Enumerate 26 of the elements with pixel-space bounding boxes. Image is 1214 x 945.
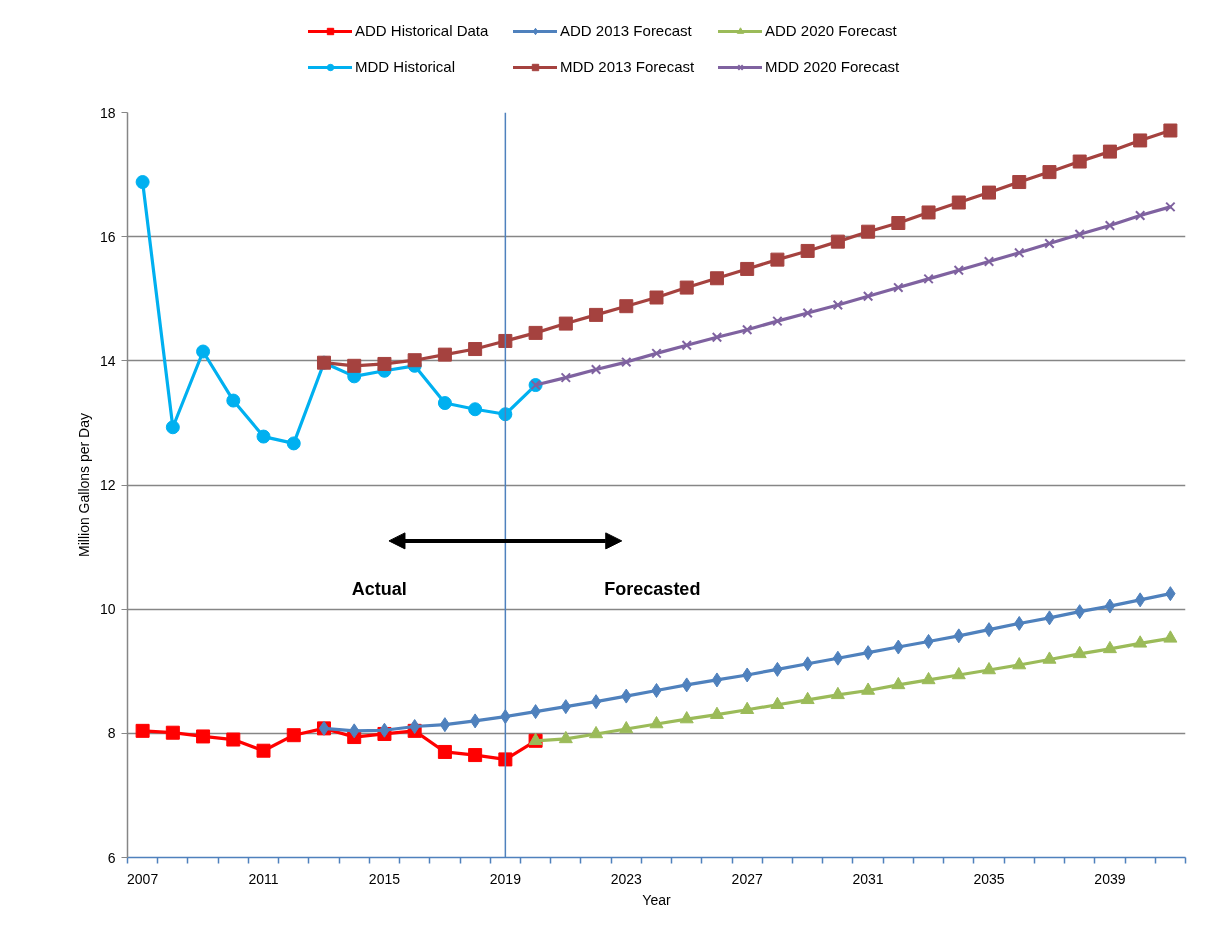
y-tick-label: 10 (99, 601, 116, 618)
x-tick-label: 2035 (973, 870, 1005, 887)
legend-label: ADD 2013 Forecast (560, 22, 693, 39)
y-axis-title: Million Gallons per Day (75, 413, 92, 557)
x-axis-title: Year (642, 891, 671, 908)
x-tick-label: 2007 (127, 870, 159, 887)
y-tick-label: 16 (99, 228, 116, 245)
y-tick-label: 6 (107, 849, 116, 866)
annotation: Forecasted (604, 579, 701, 600)
x-tick-label: 2023 (610, 870, 643, 887)
x-tick-label: 2039 (1094, 870, 1126, 887)
x-tick-label: 2011 (248, 870, 279, 887)
x-tick-label: 2031 (852, 870, 884, 887)
annotation: Actual (351, 579, 407, 600)
y-tick-label: 18 (99, 104, 116, 121)
legend-label: MDD 2013 Forecast (560, 58, 696, 75)
legend-label: MDD 2020 Forecast (765, 58, 901, 75)
x-tick-label: 2027 (731, 870, 763, 887)
legend-label: ADD 2020 Forecast (765, 22, 898, 39)
y-tick-label: 8 (107, 725, 116, 742)
y-tick-label: 12 (99, 477, 116, 493)
x-tick-label: 2015 (368, 870, 401, 887)
legend-label: ADD Historical Data (355, 22, 490, 39)
x-tick-label: 2019 (489, 870, 522, 887)
legend-label: MDD Historical (355, 58, 456, 75)
y-tick-label: 14 (99, 352, 116, 369)
